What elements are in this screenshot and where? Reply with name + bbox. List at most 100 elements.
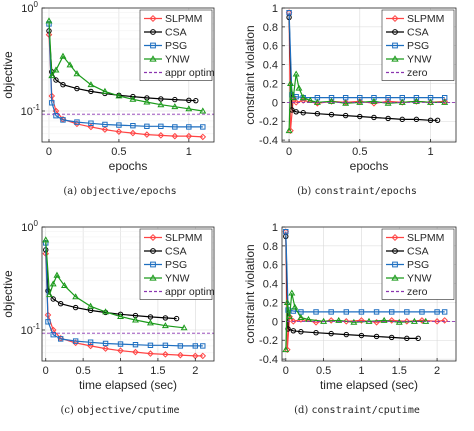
point-psg-11 bbox=[172, 124, 178, 130]
point-ynw-9 bbox=[350, 318, 358, 325]
point-psg-12 bbox=[427, 94, 434, 101]
point-slpmm-12 bbox=[185, 132, 193, 140]
legend-label-zero: zero bbox=[407, 286, 428, 298]
line-ynw bbox=[48, 20, 203, 112]
point-psg-6 bbox=[342, 94, 349, 101]
point-slpmm-5 bbox=[87, 342, 94, 350]
point-psg-2 bbox=[50, 331, 56, 338]
x-axis-label: epochs bbox=[350, 159, 389, 173]
point-slpmm-7 bbox=[115, 128, 123, 135]
point-slpmm-8 bbox=[132, 348, 139, 356]
series-csa bbox=[283, 233, 421, 342]
y-axis-label: constraint violation bbox=[243, 244, 257, 343]
y-tick-label-exponent: -1 bbox=[33, 103, 41, 112]
legend-marker-ynw bbox=[149, 55, 157, 62]
legend-label-slpmm: SLPMM bbox=[407, 232, 444, 244]
point-csa-8 bbox=[373, 333, 380, 340]
legend-marker-psg bbox=[392, 42, 398, 49]
point-psg-7 bbox=[116, 122, 122, 128]
legend-marker-ynw bbox=[391, 55, 399, 62]
legend-marker-slpmm bbox=[149, 14, 157, 23]
y-axis-label: objective bbox=[1, 270, 15, 318]
point-slpmm-14 bbox=[441, 317, 448, 324]
series-psg bbox=[286, 10, 448, 101]
point-ynw-4 bbox=[60, 281, 68, 289]
point-ynw-12 bbox=[395, 318, 403, 325]
point-csa-11 bbox=[172, 96, 178, 103]
point-slpmm-5 bbox=[87, 123, 95, 131]
point-ynw-7 bbox=[101, 87, 109, 94]
point-slpmm-7 bbox=[117, 347, 124, 354]
point-psg-0 bbox=[283, 229, 289, 235]
point-csa-12 bbox=[186, 97, 192, 104]
point-psg-10 bbox=[158, 123, 164, 130]
axes-frame bbox=[281, 7, 457, 143]
legend-item-slpmm: SLPMM bbox=[144, 232, 202, 244]
axes-frame bbox=[281, 226, 457, 362]
point-ynw-8 bbox=[115, 92, 123, 99]
point-csa-10 bbox=[162, 315, 169, 321]
y-tick-label-base: 10 bbox=[21, 3, 33, 15]
point-slpmm-12 bbox=[418, 317, 426, 324]
point-ynw-14 bbox=[199, 107, 207, 114]
point-psg-4 bbox=[314, 94, 321, 101]
point-psg-12 bbox=[192, 343, 199, 349]
point-psg-8 bbox=[130, 122, 136, 129]
y-tick-label-3: 0.2 bbox=[263, 78, 278, 90]
point-psg-5 bbox=[328, 309, 334, 315]
point-psg-9 bbox=[385, 94, 391, 101]
point-psg-11 bbox=[177, 343, 184, 349]
x-tick-label-1: 0.5 bbox=[316, 365, 331, 377]
point-ynw-4 bbox=[295, 84, 303, 91]
point-csa-9 bbox=[388, 334, 395, 341]
point-ynw-3 bbox=[53, 271, 61, 278]
point-slpmm-6 bbox=[327, 317, 335, 324]
y-tick-label-1: -0.2 bbox=[259, 116, 278, 128]
point-csa-5 bbox=[88, 88, 94, 95]
y-tick-label-6: 0.8 bbox=[263, 241, 278, 253]
legend-marker-psg bbox=[392, 261, 398, 268]
point-ynw-1 bbox=[48, 72, 56, 79]
legend-item-ynw: YNW bbox=[144, 54, 190, 66]
series-ynw bbox=[285, 70, 449, 134]
y-axis-label: constraint violation bbox=[243, 25, 257, 124]
point-psg-2 bbox=[293, 93, 299, 100]
y-tick-label-5: 0.6 bbox=[263, 41, 278, 53]
point-psg-6 bbox=[102, 340, 109, 347]
point-psg-6 bbox=[102, 121, 108, 128]
legend-label-csa: CSA bbox=[165, 246, 187, 258]
legend-item-psg: PSG bbox=[144, 259, 187, 271]
legend-item-ynw: YNW bbox=[386, 54, 432, 66]
point-csa-2 bbox=[50, 296, 56, 302]
point-slpmm-6 bbox=[101, 126, 109, 133]
point-slpmm-6 bbox=[328, 98, 335, 105]
series-psg bbox=[43, 240, 206, 349]
point-slpmm-10 bbox=[162, 351, 169, 358]
panel-objective-epochs: 0 0.5 110-1100epochsobjectiveSLPMMCSAPSGYN… bbox=[1, 0, 215, 173]
x-tick-label-1: 0.5 bbox=[75, 365, 90, 377]
point-ynw-6 bbox=[87, 302, 95, 309]
point-csa-2 bbox=[290, 328, 297, 334]
x-axis-label: time elapsed (sec) bbox=[320, 378, 418, 392]
point-slpmm-10 bbox=[157, 132, 165, 139]
point-psg-7 bbox=[357, 94, 363, 101]
caption-b: (b) constraint/epochs bbox=[297, 186, 417, 197]
point-ynw-11 bbox=[161, 322, 169, 329]
y-axis-label: objective bbox=[1, 51, 15, 99]
point-ynw-12 bbox=[384, 99, 392, 106]
point-psg-11 bbox=[419, 309, 425, 315]
point-csa-10 bbox=[404, 335, 410, 342]
point-csa-10 bbox=[158, 96, 164, 102]
point-ynw-0 bbox=[285, 127, 293, 134]
point-slpmm-11 bbox=[403, 318, 411, 325]
point-ynw-9 bbox=[129, 95, 137, 102]
y-tick-label-3: 0.2 bbox=[263, 297, 278, 309]
point-ynw-4 bbox=[66, 61, 74, 68]
legend-label-ynw: YNW bbox=[165, 273, 190, 285]
point-csa-2 bbox=[293, 109, 299, 115]
series-ynw bbox=[45, 17, 207, 114]
point-psg-9 bbox=[388, 309, 395, 315]
